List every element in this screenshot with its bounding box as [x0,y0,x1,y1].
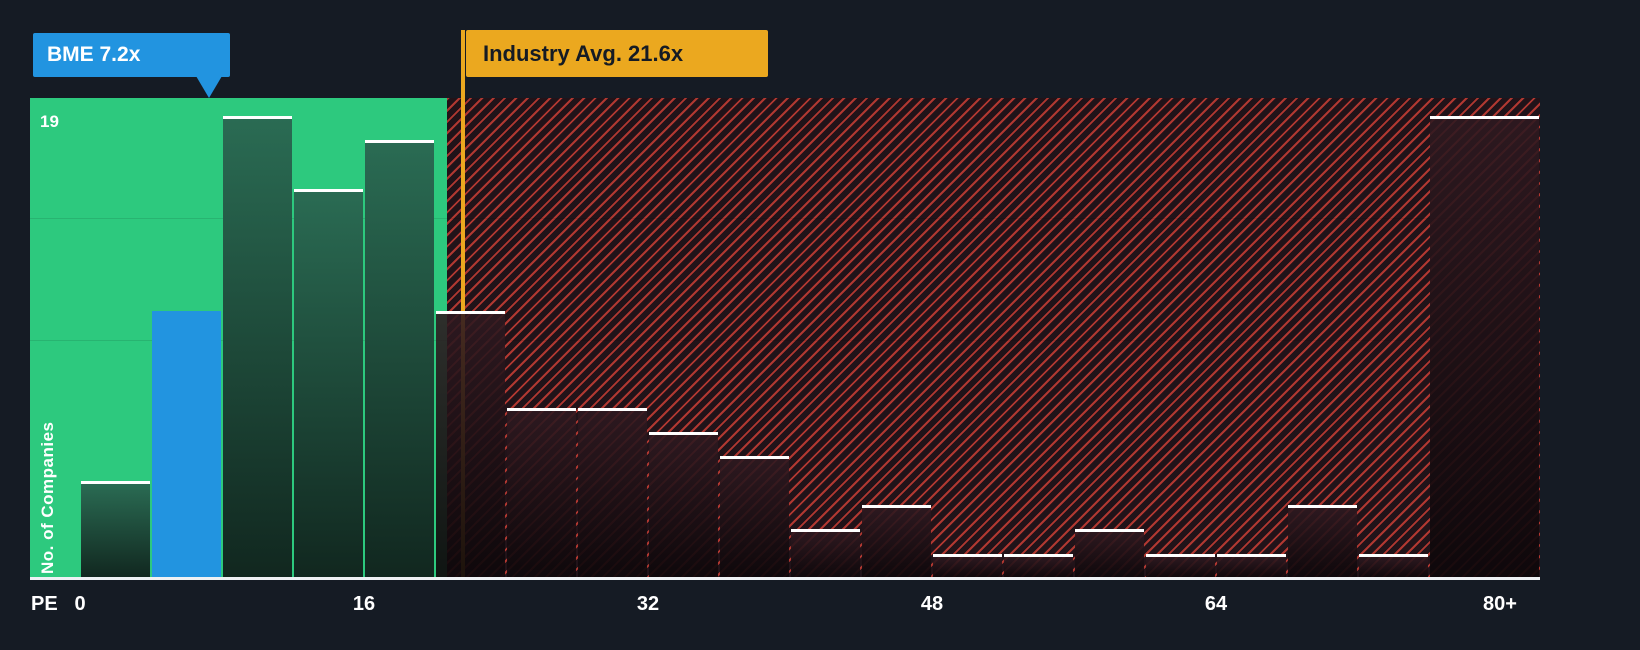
x-axis-tick-label: 80+ [1483,593,1517,615]
company-callout-pointer-icon [196,76,222,98]
histogram-bar[interactable] [1359,553,1428,578]
company-histogram-bar[interactable] [152,310,221,578]
histogram-bar[interactable] [1217,553,1286,578]
x-axis-tick-label: 48 [920,593,944,615]
x-axis-line [30,577,1540,580]
histogram-bar[interactable] [791,529,860,578]
histogram-bar[interactable] [1004,553,1073,578]
histogram-bar[interactable] [933,553,1002,578]
x-axis-tick-label: 64 [1204,593,1228,615]
histogram-bar[interactable] [294,188,363,578]
histogram-bar[interactable] [1288,505,1357,578]
bars-layer [30,98,1540,578]
histogram-bar[interactable] [649,432,718,578]
overvalued-hatch-zone [447,98,1540,578]
histogram-bar[interactable] [1430,115,1539,578]
histogram-bar[interactable] [436,310,505,578]
industry-avg-line [461,30,465,578]
histogram-bar[interactable] [507,407,576,578]
x-axis-tick-label: 16 [352,593,376,615]
histogram-bar[interactable] [223,115,292,578]
histogram-bar[interactable] [1075,529,1144,578]
gridline [30,340,1540,341]
histogram-bar[interactable] [862,505,931,578]
y-axis-max-label: 19 [40,112,59,131]
industry-avg-callout: Industry Avg. 21.6x [466,30,768,77]
histogram-bar[interactable] [81,480,150,578]
industry-avg-callout-label: Industry Avg. 21.6x [483,41,684,66]
histogram-bar[interactable] [720,456,789,578]
histogram-bar[interactable] [365,140,434,578]
y-axis-title: No. of Companies [38,421,57,574]
histogram-bar[interactable] [578,407,647,578]
x-axis-tick-label: 0 [74,593,86,615]
x-axis-tick-label: 32 [636,593,660,615]
company-callout-label: BME 7.2x [47,43,141,66]
company-callout: BME 7.2x [33,33,230,77]
histogram-bar[interactable] [1146,553,1215,578]
gridline [30,218,1540,219]
x-axis-title: PE [31,593,58,615]
